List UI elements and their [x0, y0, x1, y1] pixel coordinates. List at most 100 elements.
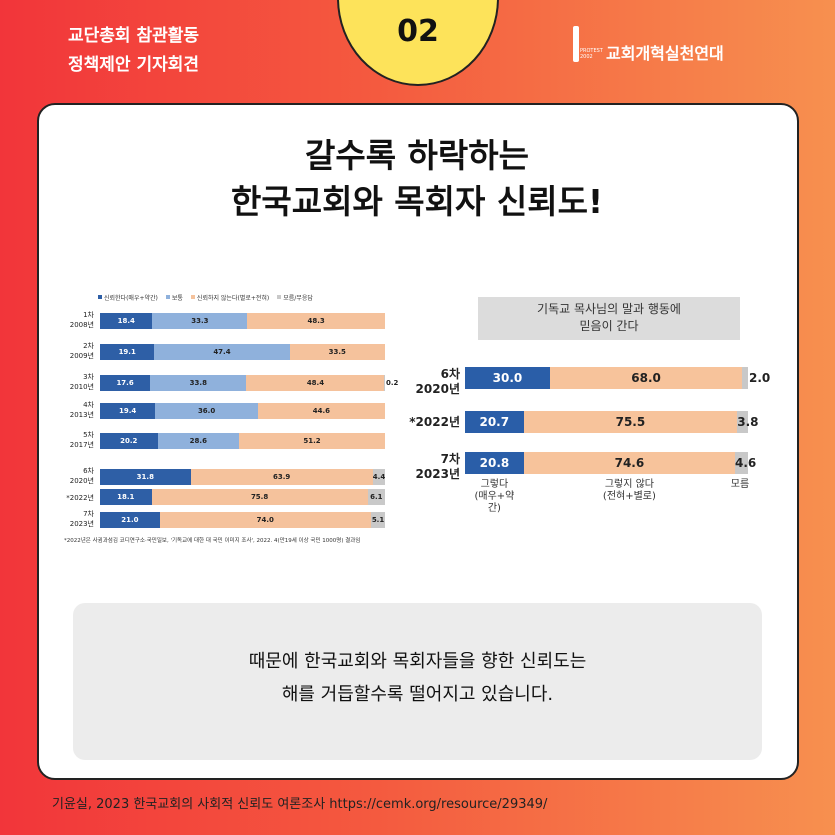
value-label: 3.8 — [737, 415, 759, 429]
bar-segment — [100, 489, 152, 505]
bar-segment — [100, 403, 156, 419]
bar-segment — [384, 375, 385, 391]
category-label: *2022년 — [409, 415, 460, 429]
value-label: 48.4 — [306, 378, 325, 387]
legend-label: 모름/무응답 — [283, 295, 313, 302]
value-label: 19.4 — [119, 406, 137, 415]
bar-segment — [465, 367, 550, 389]
bar-segment — [734, 452, 748, 474]
bar-segment — [100, 469, 191, 485]
bar-segment — [742, 367, 748, 389]
value-label: 4.6 — [734, 456, 757, 470]
bar-segment — [737, 411, 748, 433]
legend-label: 보통 — [171, 295, 183, 302]
category-label: 7차 2023년 — [415, 452, 460, 481]
bar-segment — [247, 313, 385, 329]
category-label: 4차 2013년 — [69, 401, 94, 419]
bar-segment — [155, 403, 258, 419]
legend-label: 모름 — [730, 479, 750, 490]
bar-segment — [372, 469, 386, 485]
value-label: 30.0 — [492, 371, 523, 385]
category-label: 6차 2020년 — [69, 467, 94, 485]
value-label: 51.2 — [303, 436, 321, 445]
category-label: 6차 2020년 — [415, 367, 460, 396]
logo-mark — [573, 26, 579, 62]
value-label: 74.0 — [256, 515, 274, 524]
bar-segment — [239, 433, 385, 449]
bar-segment — [523, 452, 735, 474]
value-label: 19.1 — [118, 347, 136, 356]
bar-segment — [257, 403, 385, 419]
value-label: 74.6 — [614, 456, 645, 470]
header-title: 교단총회 참관활동 정책제안 기자회견 — [68, 26, 200, 75]
chart-title-box — [478, 297, 740, 340]
bar-segment — [100, 375, 151, 391]
bar-segment — [246, 375, 385, 391]
value-label: 20.7 — [479, 415, 510, 429]
legend-label: 그렇다 (매우+약 간) — [474, 479, 515, 514]
value-label: 68.0 — [631, 371, 661, 385]
value-label: 33.3 — [191, 316, 209, 325]
legend-label: 그렇지 않다 (전혀+별로) — [602, 479, 656, 502]
bar-segment — [152, 313, 248, 329]
footnote: *2022년은 사귐과섬김 코디연구소·국민일보, '기독교에 대한 대 국민 … — [64, 538, 361, 544]
bar-segment — [370, 512, 386, 528]
value-label: 75.5 — [615, 415, 646, 429]
value-label: 18.4 — [117, 316, 135, 325]
value-label: 28.6 — [189, 436, 207, 445]
value-label: 0.2 — [386, 378, 399, 387]
caption-box — [73, 603, 762, 760]
legend-label: 신뢰하지 않는다(별로+전혀) — [196, 295, 270, 302]
value-label: 20.2 — [120, 436, 138, 445]
value-label: 21.0 — [121, 515, 139, 524]
legend-swatch — [277, 295, 282, 299]
value-label: 17.6 — [116, 378, 134, 387]
value-label: 31.8 — [136, 472, 154, 481]
category-label: 3차 2010년 — [69, 373, 94, 391]
value-label: 18.1 — [117, 492, 135, 501]
bar-segment — [289, 344, 385, 360]
category-label: 7차 2023년 — [69, 510, 94, 528]
value-label: 33.8 — [189, 378, 207, 387]
value-label: 44.6 — [312, 406, 331, 415]
bar-segment — [159, 512, 371, 528]
bar-segment — [367, 489, 385, 505]
value-label: 75.8 — [250, 492, 269, 501]
value-label: 4.4 — [372, 472, 386, 481]
bar-segment — [549, 367, 743, 389]
caption: 때문에 한국교회와 목회자들을 향한 신뢰도는 해를 거듭할수록 떨어지고 있습… — [248, 651, 587, 705]
bar-segment — [150, 375, 247, 391]
footer: 기윤실, 2023 한국교회의 사회적 신뢰도 여론조사 https://cem… — [52, 797, 548, 812]
bar-segment — [151, 489, 368, 505]
bar-segment — [157, 433, 240, 449]
bar-segment — [523, 411, 738, 433]
bar-segment — [100, 433, 158, 449]
bar-segment — [465, 411, 524, 433]
legend-swatch — [190, 295, 195, 299]
value-label: 6.1 — [370, 492, 383, 501]
bar-segment — [154, 344, 290, 360]
legend-label: 신뢰한다(매우+약간) — [104, 295, 158, 302]
value-label: 2.0 — [749, 371, 771, 385]
main-title: 갈수록 하락하는 한국교회와 목회자 신뢰도! — [231, 136, 603, 221]
value-label: 63.9 — [273, 472, 291, 481]
bar-segment — [190, 469, 373, 485]
category-label: *2022년 — [66, 493, 94, 502]
category-label: 2차 2009년 — [69, 342, 94, 360]
logo-small: PROTEST 2002 — [580, 48, 603, 60]
bar-segment — [100, 512, 160, 528]
bar-segment — [465, 452, 524, 474]
value-label: 48.3 — [307, 316, 325, 325]
value-label: 33.5 — [328, 347, 346, 356]
value-label: 36.0 — [197, 406, 216, 415]
category-label: 5차 2017년 — [69, 431, 94, 449]
value-label: 47.4 — [213, 347, 231, 356]
bar-segment — [100, 344, 155, 360]
value-label: 20.8 — [479, 456, 510, 470]
legend-swatch — [98, 295, 102, 299]
chart-title: 기독교 목사님의 말과 행동에 믿음이 간다 — [537, 302, 681, 333]
value-label: 5.1 — [371, 515, 385, 524]
legend-swatch — [165, 295, 170, 299]
